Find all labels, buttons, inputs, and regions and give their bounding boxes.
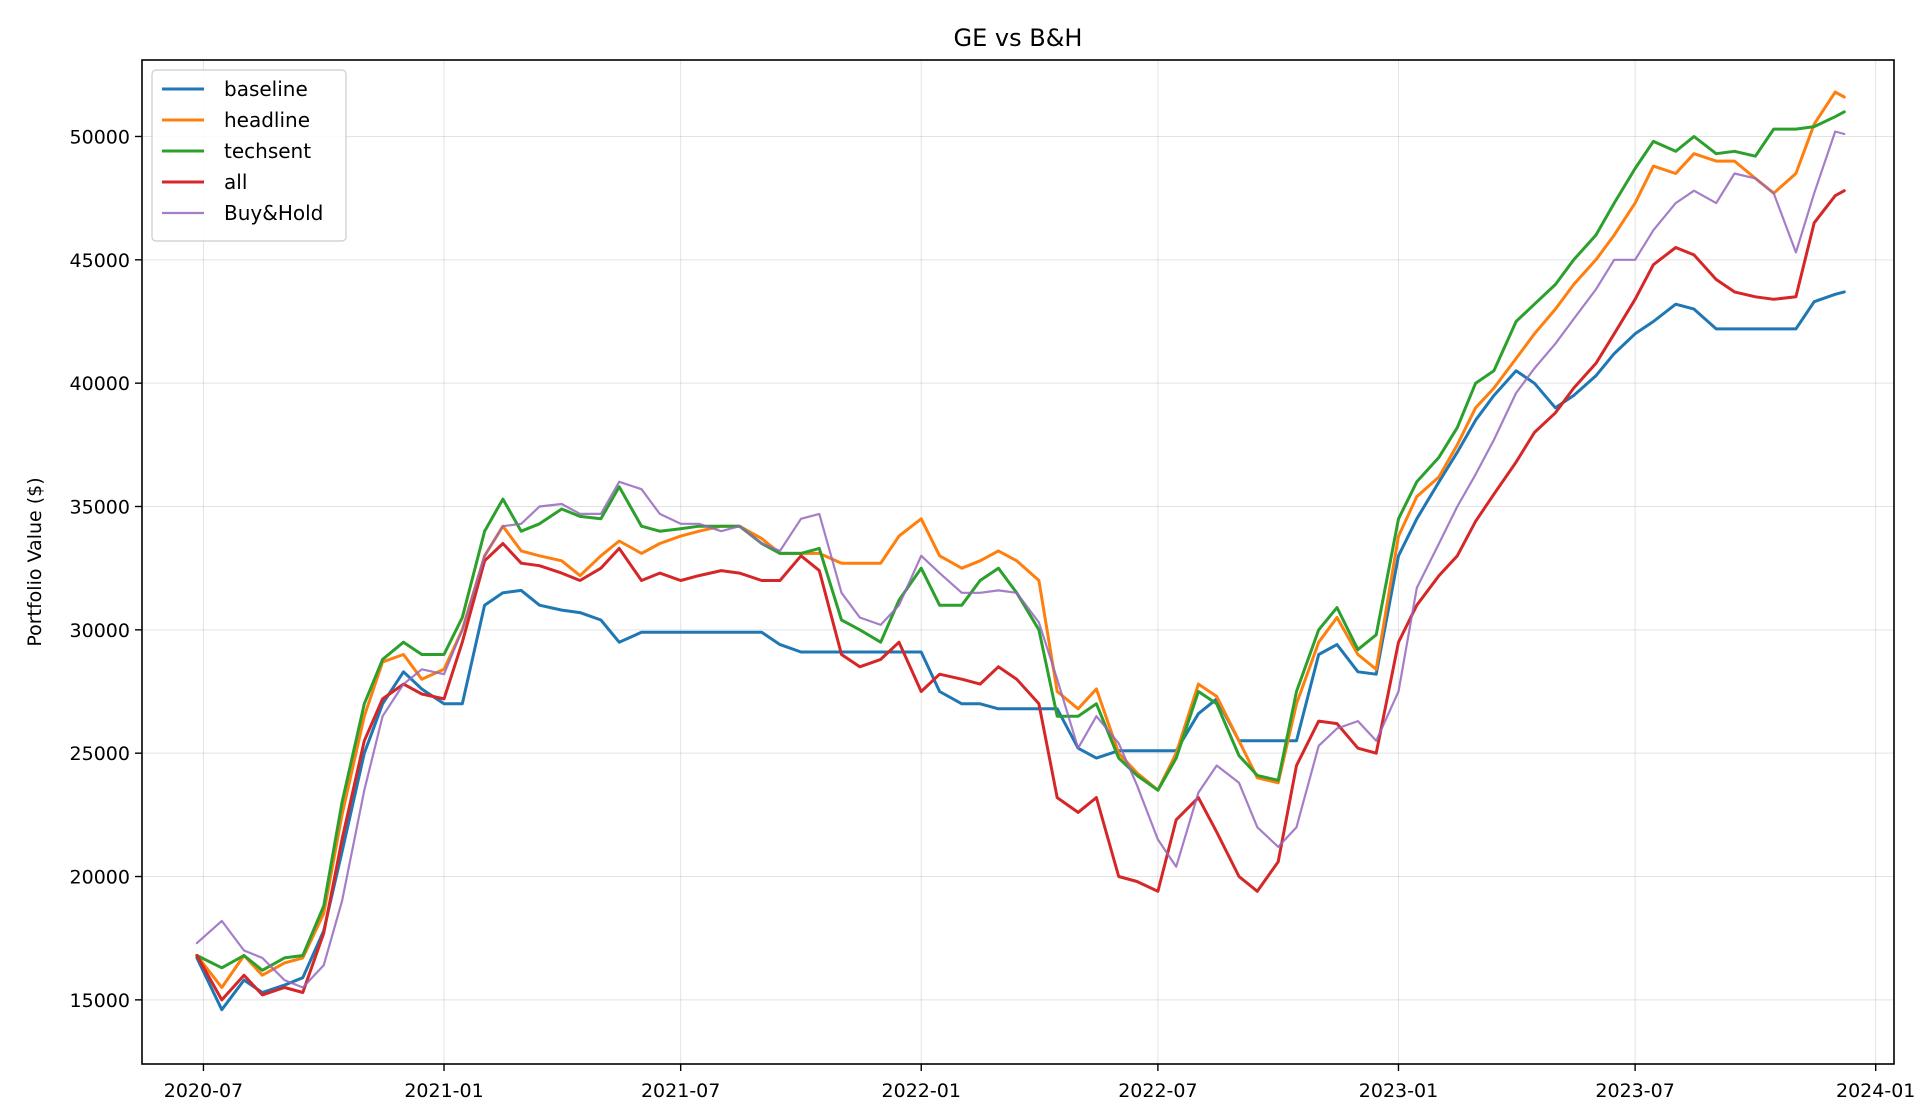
y-tick-label: 35000 (70, 496, 130, 518)
series-line-buy-hold (195, 130, 1846, 989)
legend-box (151, 69, 347, 242)
grid (142, 60, 1894, 1064)
y-tick-label: 25000 (70, 743, 130, 765)
legend-label-headline: headline (224, 108, 310, 132)
legend-label-buy-hold: Buy&Hold (224, 201, 323, 225)
x-tick-label: 2022-07 (1118, 1080, 1197, 1102)
x-tick-label: 2024-01 (1836, 1080, 1915, 1102)
legend-label-baseline: baseline (224, 77, 308, 101)
x-tick-label: 2023-01 (1359, 1080, 1438, 1102)
x-tick-label: 2021-01 (404, 1080, 483, 1102)
legend-label-techsent: techsent (224, 139, 311, 163)
legend: baseline headline techsent all Buy&Hold (151, 69, 347, 242)
y-tick-label: 45000 (70, 250, 130, 272)
y-tick-label: 20000 (70, 867, 130, 889)
y-axis: 15000 20000 25000 30000 35000 40000 45000 50000 (70, 126, 142, 1012)
legend-label-all: all (224, 170, 247, 194)
y-tick-label: 30000 (70, 620, 130, 642)
plot-frame (141, 59, 1895, 1065)
x-tick-label: 2022-01 (882, 1080, 961, 1102)
chart-title: GE vs B&H (954, 24, 1083, 52)
series-line-all (195, 189, 1846, 1002)
x-tick-label: 2021-07 (641, 1080, 720, 1102)
series-line-techsent (195, 110, 1846, 972)
x-tick-label: 2020-07 (164, 1080, 243, 1102)
y-tick-label: 15000 (70, 990, 130, 1012)
x-tick-label: 2023-07 (1595, 1080, 1674, 1102)
series-group (195, 90, 1846, 1012)
y-tick-label: 40000 (70, 373, 130, 395)
y-axis-label: Portfolio Value ($) (24, 477, 46, 646)
x-axis: 2020-07 2021-01 2021-07 2022-01 2022-07 2023-… (164, 1064, 1915, 1102)
y-tick-label: 50000 (70, 126, 130, 148)
series-line-baseline (195, 290, 1846, 1012)
